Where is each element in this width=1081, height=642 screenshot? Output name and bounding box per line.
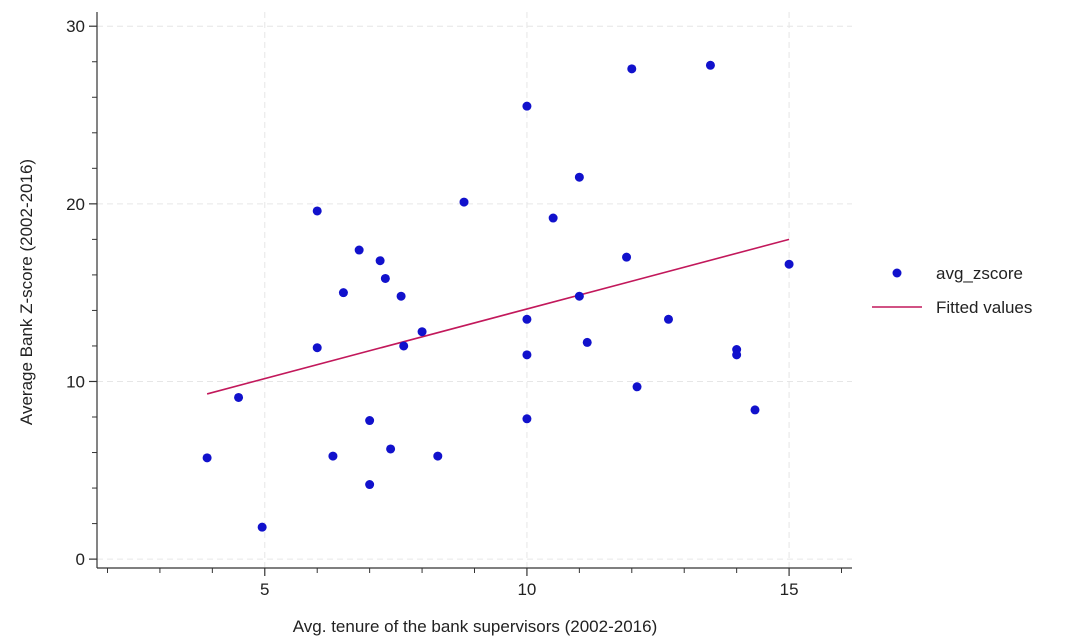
data-point — [338, 288, 348, 298]
x-tick-label: 5 — [260, 580, 269, 599]
data-point — [548, 213, 558, 223]
data-point — [365, 480, 375, 490]
x-tick-label: 15 — [780, 580, 799, 599]
legend: avg_zscore Fitted values — [872, 264, 1032, 317]
data-point — [522, 414, 532, 424]
data-point — [459, 197, 469, 207]
grid — [97, 12, 852, 568]
data-point — [627, 64, 637, 74]
y-axis-title: Average Bank Z-score (2002-2016) — [17, 159, 36, 425]
data-point — [375, 256, 385, 266]
data-point — [784, 259, 794, 269]
data-point — [732, 350, 742, 360]
data-point — [234, 392, 244, 402]
data-point — [396, 291, 406, 301]
y-tick-label: 30 — [66, 17, 85, 36]
legend-label-avg-zscore: avg_zscore — [936, 264, 1023, 283]
data-point — [257, 522, 267, 532]
data-point — [622, 252, 632, 262]
axes — [89, 12, 852, 576]
y-tick-label: 0 — [76, 550, 85, 569]
data-point — [328, 451, 338, 461]
data-point — [574, 291, 584, 301]
data-point — [202, 453, 212, 463]
fitted-values-line — [206, 238, 790, 395]
data-point — [632, 382, 642, 392]
data-point — [705, 60, 715, 70]
legend-label-fitted-values: Fitted values — [936, 298, 1032, 317]
fitted-values-line-group — [206, 238, 790, 395]
data-point — [582, 337, 592, 347]
data-point — [433, 451, 443, 461]
x-axis-title: Avg. tenure of the bank supervisors (200… — [293, 617, 657, 636]
data-point — [522, 350, 532, 360]
x-tick-label: 10 — [517, 580, 536, 599]
data-point — [399, 341, 409, 351]
scatter-points — [202, 60, 794, 532]
data-point — [417, 327, 427, 337]
data-point — [365, 416, 375, 426]
data-point — [380, 273, 390, 283]
data-point — [354, 245, 364, 255]
data-point — [312, 206, 322, 216]
tick-labels: 5 10 15 0 10 20 30 — [66, 17, 798, 599]
y-tick-label: 20 — [66, 195, 85, 214]
data-point — [522, 314, 532, 324]
legend-marker-avg-zscore — [892, 268, 902, 278]
data-point — [522, 101, 532, 111]
y-tick-label: 10 — [66, 372, 85, 391]
data-point — [312, 343, 322, 353]
data-point — [663, 314, 673, 324]
data-point — [750, 405, 760, 415]
data-point — [386, 444, 396, 454]
data-point — [574, 172, 584, 182]
